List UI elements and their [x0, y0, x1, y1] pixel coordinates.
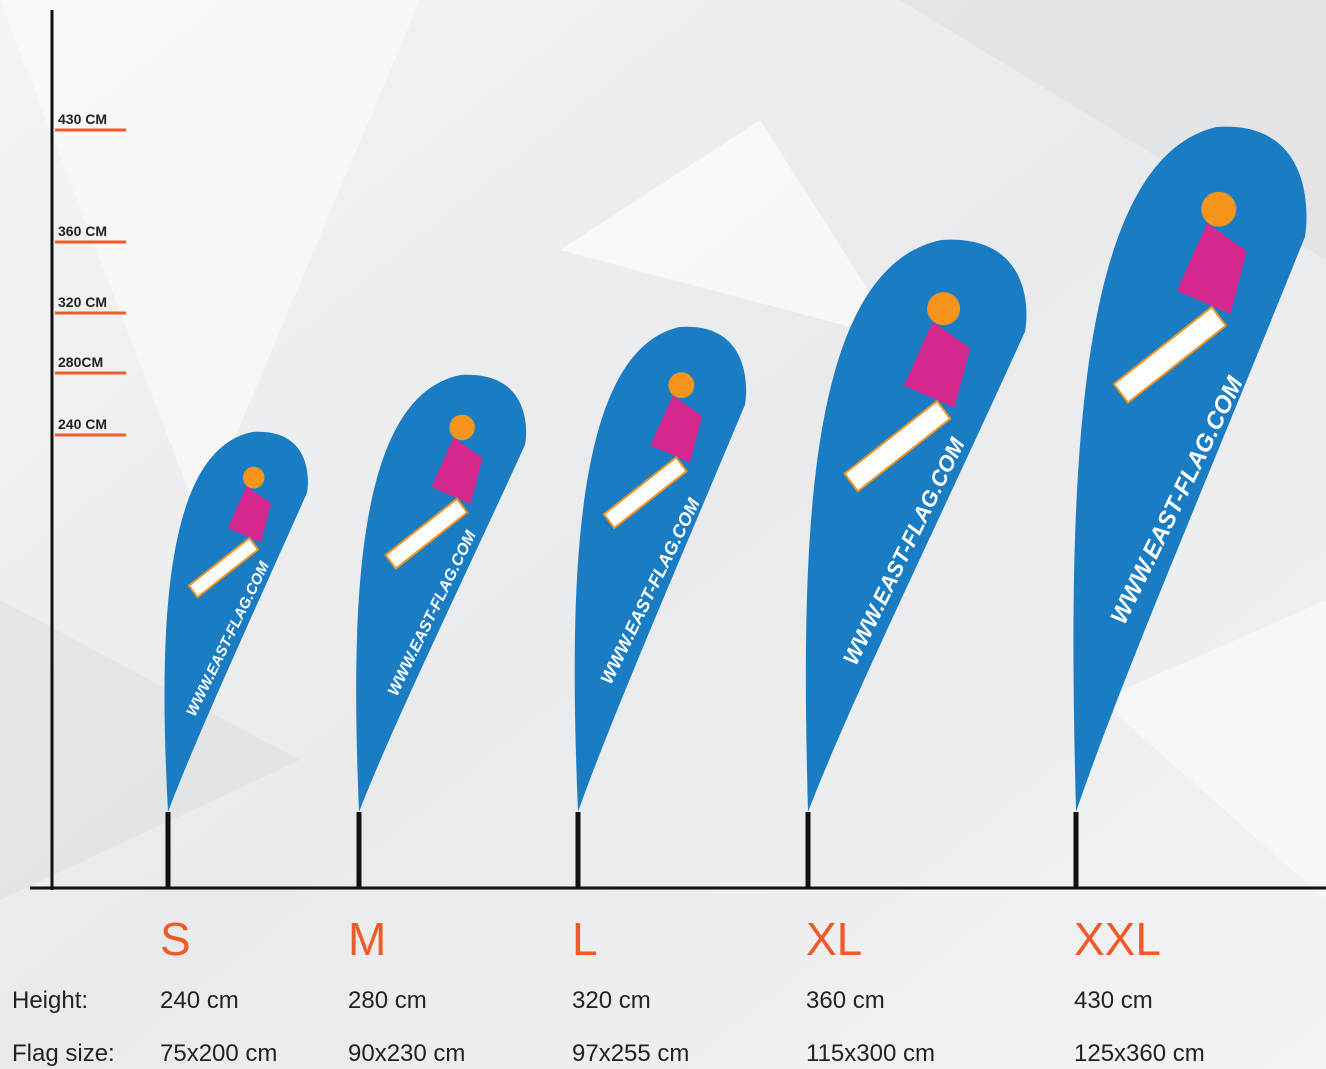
flag-size: 115x300 cm [806, 1040, 935, 1067]
scale-label: 280CM [58, 354, 103, 370]
flag-size: 97x255 cm [572, 1040, 689, 1067]
head [449, 414, 475, 441]
snowboarder [602, 372, 702, 530]
height: 360 cm [806, 987, 885, 1014]
height: 430 cm [1074, 987, 1153, 1014]
row-label: Flag size: [12, 1040, 115, 1067]
board [187, 536, 260, 599]
body [904, 321, 970, 408]
flag [574, 326, 747, 812]
head [927, 292, 961, 326]
height: 240 cm [160, 987, 239, 1014]
flag [805, 239, 1027, 812]
scale-label: 240 CM [58, 416, 107, 432]
flag [164, 431, 308, 812]
bg-shape [1100, 600, 1326, 900]
snowboarder [1112, 191, 1247, 405]
flag [356, 374, 527, 812]
board [843, 399, 952, 493]
body [650, 395, 702, 463]
snowboarder [187, 466, 271, 599]
body [1176, 223, 1247, 315]
head [1201, 191, 1237, 227]
scale-label: 360 CM [58, 223, 107, 239]
board [1112, 305, 1228, 405]
size-name: XXL [1074, 913, 1161, 965]
flag-size: 75x200 cm [160, 1040, 277, 1067]
flag-size: 125x360 cm [1074, 1040, 1205, 1067]
scale-label: 430 CM [58, 111, 107, 127]
board [602, 456, 688, 530]
flag [1073, 126, 1307, 812]
snowboarder [384, 414, 483, 570]
size-name: S [160, 913, 191, 965]
height: 280 cm [348, 987, 427, 1014]
board [384, 497, 469, 570]
head [242, 466, 265, 489]
size-name: M [348, 913, 386, 965]
bg-shape [0, 600, 300, 900]
row-label: Height: [12, 987, 88, 1014]
size-name: L [572, 913, 598, 965]
size-name: XL [806, 913, 862, 965]
snowboarder [843, 292, 970, 493]
bg-shape [560, 120, 900, 340]
flag-size: 90x230 cm [348, 1040, 465, 1067]
head [668, 372, 695, 399]
height: 320 cm [572, 987, 651, 1014]
scale-label: 320 CM [58, 294, 107, 310]
body [227, 486, 271, 543]
body [431, 437, 483, 504]
